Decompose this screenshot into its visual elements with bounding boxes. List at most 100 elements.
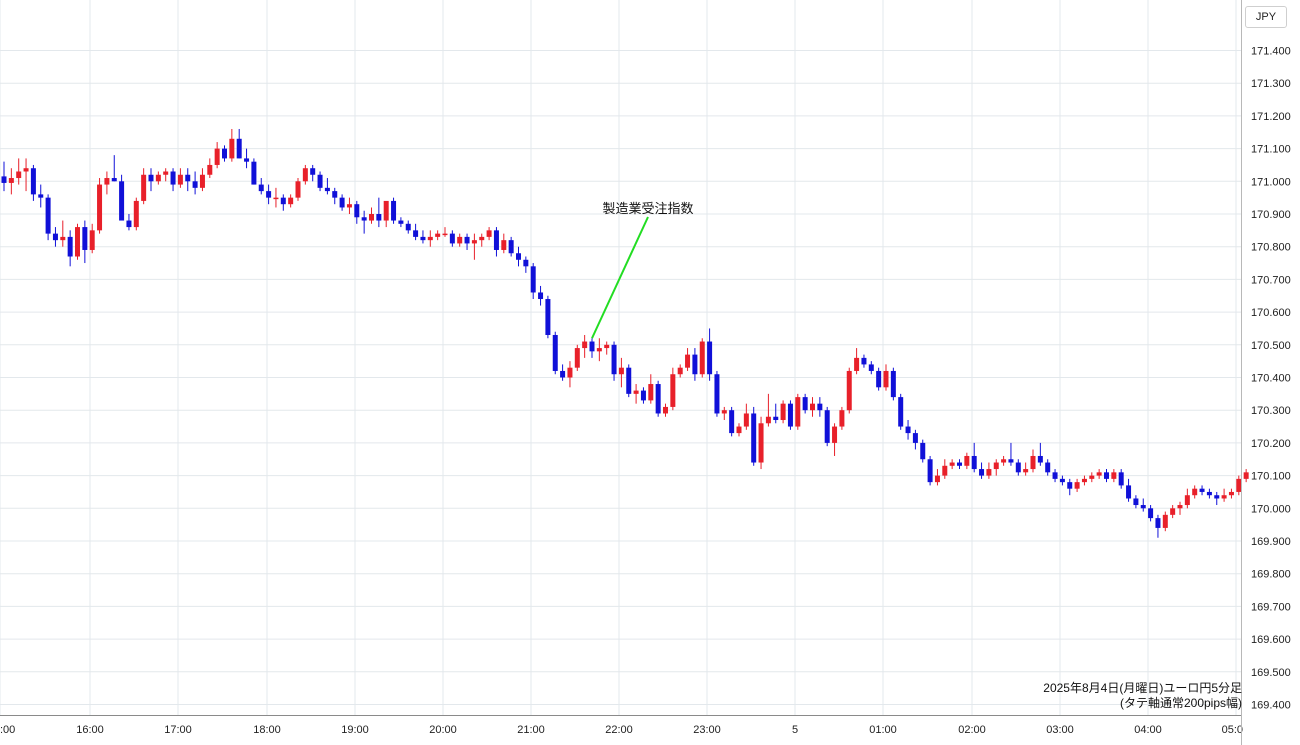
- annotation-line: [591, 216, 649, 339]
- candle-body: [1118, 472, 1124, 486]
- candle-body: [302, 168, 308, 182]
- candle: [979, 462, 985, 479]
- candle: [155, 171, 161, 185]
- candle: [787, 400, 793, 430]
- candle: [339, 194, 345, 211]
- candle-body: [229, 138, 235, 159]
- candle-body: [957, 462, 962, 466]
- candle: [170, 168, 176, 192]
- candle: [383, 200, 389, 228]
- candle: [516, 246, 521, 267]
- candle-body: [1177, 505, 1183, 509]
- candle-body: [442, 233, 448, 236]
- candle: [626, 364, 632, 398]
- candle-body: [104, 178, 110, 185]
- candle: [280, 194, 286, 211]
- candle-body: [1228, 491, 1234, 496]
- candle: [1140, 498, 1146, 512]
- candle-body: [942, 465, 948, 476]
- candle-body: [295, 181, 301, 198]
- candle: [1067, 478, 1073, 496]
- candle-body: [927, 459, 933, 483]
- candle: [927, 455, 933, 486]
- candle: [1243, 469, 1249, 483]
- candle-body: [846, 370, 852, 411]
- candle: [920, 439, 926, 463]
- candle: [1199, 485, 1205, 496]
- candle: [222, 145, 227, 162]
- candle-body: [707, 341, 713, 375]
- candle: [1228, 488, 1234, 499]
- currency-selector[interactable]: JPY: [1245, 6, 1287, 28]
- candle-body: [501, 240, 507, 250]
- candle: [52, 227, 58, 247]
- candle-body: [964, 455, 970, 466]
- candle: [369, 207, 374, 224]
- y-tick-label: 170.800: [1251, 242, 1291, 254]
- candle: [905, 420, 911, 440]
- candle: [266, 184, 272, 205]
- candle: [75, 223, 80, 260]
- candle: [817, 397, 823, 417]
- candle: [449, 230, 455, 247]
- candle: [685, 348, 691, 371]
- candle-body: [1015, 462, 1021, 473]
- candle-body: [736, 426, 742, 434]
- candle: [1037, 442, 1043, 466]
- candle: [38, 184, 44, 208]
- candle-body: [30, 168, 36, 195]
- candle: [765, 393, 771, 427]
- grid-layer: [0, 0, 1241, 715]
- candle-body: [1059, 478, 1065, 483]
- chart-caption: 2025年8月4日(月曜日)ユーロ円5分足 (タテ軸通常200pips幅): [1043, 681, 1242, 711]
- candle-body: [398, 220, 404, 224]
- candle-body: [222, 148, 227, 159]
- candle-body: [1023, 469, 1029, 473]
- candle-body: [832, 426, 838, 443]
- candle-body: [266, 191, 272, 198]
- candle: [582, 334, 588, 358]
- candle-body: [560, 370, 566, 378]
- candle-body: [545, 299, 551, 335]
- candle: [1214, 491, 1220, 506]
- candle: [538, 285, 544, 306]
- candle: [405, 220, 411, 234]
- candle-body: [516, 253, 521, 260]
- candle-body: [493, 230, 499, 250]
- candle: [126, 214, 132, 231]
- candle: [192, 171, 198, 195]
- y-tick-label: 171.000: [1251, 176, 1291, 188]
- candle: [1001, 455, 1007, 466]
- candle-body: [1199, 488, 1205, 492]
- candle: [324, 178, 330, 195]
- candle-body: [773, 416, 779, 421]
- candle: [493, 227, 499, 257]
- x-tick-label: 04:00: [1134, 724, 1162, 736]
- candle: [1118, 469, 1124, 489]
- candle: [560, 364, 566, 381]
- candle: [236, 128, 242, 159]
- candle-body: [1081, 478, 1087, 483]
- candle-body: [148, 174, 154, 182]
- candle: [942, 459, 948, 479]
- candle-body: [464, 236, 470, 244]
- candle-body: [714, 374, 720, 414]
- candle: [810, 397, 815, 417]
- candle-body: [119, 181, 125, 221]
- candle: [663, 403, 668, 417]
- candle: [574, 344, 580, 371]
- y-tick-label: 171.300: [1251, 78, 1291, 90]
- candle-body: [1221, 495, 1227, 499]
- candle: [751, 406, 757, 466]
- candle: [332, 187, 338, 205]
- candle: [832, 423, 838, 456]
- candle: [743, 403, 749, 430]
- candle-body: [8, 178, 14, 183]
- candle-body: [1192, 488, 1198, 496]
- candle: [589, 338, 595, 358]
- candle-body: [567, 367, 573, 378]
- candle-body: [133, 200, 139, 228]
- candle-body: [163, 171, 169, 175]
